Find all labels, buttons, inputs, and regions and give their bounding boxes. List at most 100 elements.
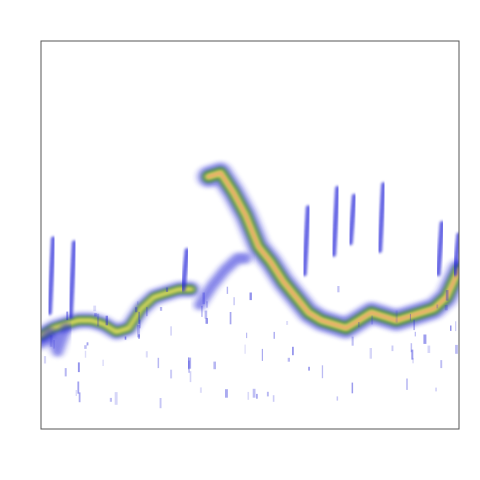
speckle-31 [292,346,294,356]
speckle-78 [233,297,235,306]
speckle-49 [157,357,160,369]
speckle-17 [205,318,208,324]
spike-4 [331,185,341,257]
heatmap-marks [41,162,459,409]
speckle-25 [189,371,192,383]
speckle-73 [435,387,437,392]
speckle-6 [321,365,324,379]
speckle-74 [102,359,104,366]
speckle-45 [145,351,148,358]
speckle-8 [188,357,190,370]
speckle-37 [204,310,208,319]
ridge-2-outer [194,252,252,311]
speckle-0 [246,332,248,339]
speckle-16 [272,395,275,402]
speckle-43 [206,301,208,308]
speckle-34 [411,349,414,360]
speckle-82 [53,340,55,349]
speckle-13 [391,345,394,352]
speckle-72 [64,368,67,377]
speckle-59 [427,345,431,353]
speckle-40 [124,336,127,340]
speckle-24 [247,391,250,400]
speckle-80 [84,345,87,349]
speckle-89 [450,325,452,331]
speckle-23 [49,335,53,347]
speckle-70 [165,287,169,292]
speckle-77 [146,307,148,317]
speckle-14 [351,382,354,394]
speckle-27 [86,342,89,346]
speckle-5 [226,286,229,294]
speckle-81 [159,398,162,409]
speckle-67 [406,378,408,390]
spike-6 [377,182,387,253]
speckle-44 [414,331,416,337]
speckle-83 [369,348,372,359]
speckle-62 [266,391,269,397]
spike-2 [180,248,190,292]
speckle-28 [229,312,232,325]
speckle-11 [78,392,81,403]
speckle-39 [455,321,457,332]
speckle-19 [455,344,458,354]
speckle-87 [287,357,290,362]
speckle-42 [138,311,140,324]
speckle-22 [137,301,139,305]
speckle-55 [337,286,340,293]
speckle-48 [94,313,97,317]
speckle-68 [395,310,398,323]
speckle-86 [201,305,203,317]
speckle-52 [97,313,100,327]
speckle-84 [444,305,448,311]
speckle-65 [244,344,246,354]
spike-5 [347,193,357,246]
speckle-3 [139,319,141,329]
speckle-7 [138,334,140,339]
plot-frame [40,40,460,430]
speckle-20 [93,305,97,312]
spike-1 [67,240,77,319]
ridge-1-peak [206,171,459,330]
speckle-71 [336,396,339,401]
speckle-79 [135,307,138,313]
speckle-53 [188,360,190,373]
speckle-64 [286,321,289,325]
speckle-18 [43,356,47,364]
speckle-9 [410,343,413,353]
speckle-85 [202,292,205,305]
spike-0 [46,236,56,316]
speckle-21 [105,315,108,326]
speckle-57 [351,336,354,346]
speckle-75 [213,361,216,370]
speckle-2 [159,307,163,311]
speckle-58 [77,381,80,394]
speckle-54 [371,315,373,325]
ridge-3-outer [41,322,72,357]
speckle-10 [358,322,360,328]
speckle-51 [436,304,439,309]
speckle-38 [409,313,411,321]
speckle-47 [84,350,87,358]
speckle-35 [423,334,427,344]
speckle-63 [170,369,173,379]
speckle-60 [412,357,414,364]
speckle-46 [66,311,69,321]
speckle-33 [249,292,252,301]
speckle-26 [109,397,112,402]
speckle-15 [445,290,449,301]
spike-8 [452,232,459,277]
speckle-56 [273,331,275,339]
speckle-76 [413,319,415,331]
speckle-69 [170,326,172,336]
speckle-29 [308,366,310,371]
speckle-41 [256,393,258,399]
speckle-50 [137,324,140,338]
speckle-4 [114,392,118,405]
speckle-1 [252,388,256,398]
speckle-30 [75,390,77,396]
speckle-61 [188,357,192,369]
spike-7 [435,220,445,277]
